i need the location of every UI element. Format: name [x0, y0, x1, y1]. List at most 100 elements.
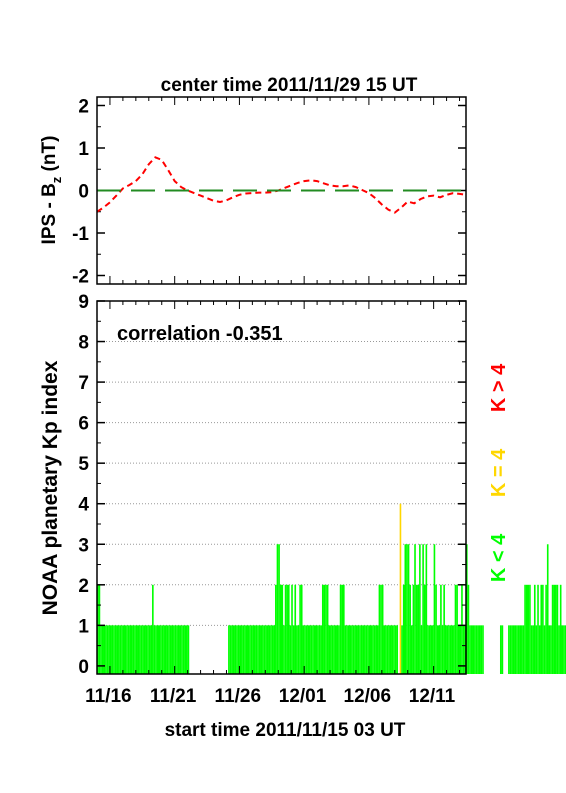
kp-bar	[427, 625, 429, 674]
kp-bar	[533, 584, 536, 674]
kp-bar	[516, 625, 518, 674]
kp-bar	[386, 625, 389, 674]
bottom-grid	[97, 341, 466, 626]
kp-bar	[401, 625, 403, 674]
kp-bar	[299, 584, 301, 674]
kp-bar	[297, 625, 300, 674]
kp-bar	[242, 625, 245, 674]
kp-bar	[341, 584, 343, 674]
kp-bar	[370, 625, 373, 674]
kp-bar	[294, 584, 297, 674]
kp-bar	[127, 625, 130, 674]
kp-bar	[558, 625, 560, 674]
kp-bar	[456, 584, 458, 674]
kp-bar	[372, 625, 374, 674]
kp-bar	[499, 625, 502, 674]
kp-bar	[286, 584, 288, 674]
kp-bar	[512, 625, 515, 674]
kp-bar	[271, 625, 274, 674]
kp-bar	[291, 584, 293, 674]
kp-bar	[517, 625, 520, 674]
kp-bar	[362, 625, 365, 674]
kp-bar	[480, 625, 483, 674]
top-panel: -2 -1 0 1 2 IPS - Bz (nT)	[39, 96, 467, 288]
kp-bar	[320, 625, 322, 674]
kp-bar	[432, 625, 434, 674]
kp-bar	[253, 625, 256, 674]
kp-bar	[275, 584, 277, 674]
kp-bar	[391, 625, 394, 674]
kp-bar	[173, 625, 175, 674]
kp-bar	[537, 584, 539, 674]
kp-bar	[414, 544, 416, 674]
kp-bar	[376, 625, 379, 674]
kp-bar	[148, 625, 151, 674]
kp-bar	[402, 584, 405, 674]
kp-bar	[406, 544, 408, 674]
kp-bar	[304, 625, 306, 674]
kp-bar	[435, 584, 437, 674]
kp-legend: K < 4 K = 4 K > 4	[488, 363, 510, 582]
kp-bar	[153, 625, 156, 674]
kp-bar	[150, 625, 153, 674]
kp-bar	[101, 625, 104, 674]
kp-bar	[449, 625, 452, 674]
top-y-tick-label: 1	[78, 139, 89, 160]
kp-bar	[176, 625, 178, 674]
kp-bar	[305, 625, 308, 674]
kp-bar	[122, 625, 125, 674]
kp-bar	[145, 625, 148, 674]
kp-bar	[508, 625, 510, 674]
kp-bar	[564, 625, 566, 674]
kp-bar	[116, 625, 119, 674]
kp-bar	[130, 625, 133, 674]
kp-bar	[433, 544, 436, 674]
kp-bar	[474, 625, 476, 674]
kp-bar	[334, 625, 337, 674]
kp-bar	[388, 625, 390, 674]
kp-bar	[448, 625, 450, 674]
kp-bar	[229, 625, 232, 674]
top-y-tick-label: 0	[78, 182, 89, 203]
top-y-tick-label: -2	[72, 267, 89, 288]
kp-bar	[260, 625, 263, 674]
kp-bar	[428, 625, 431, 674]
bottom-y-tick-label: 4	[78, 495, 89, 516]
kp-bar	[436, 625, 439, 674]
kp-bar	[419, 544, 421, 674]
bottom-y-tick-label: 8	[78, 333, 89, 354]
kp-bar	[399, 503, 402, 674]
kp-bar	[119, 625, 122, 674]
kp-bar	[129, 625, 131, 674]
kp-bar	[105, 625, 107, 674]
bottom-x-axis-label: start time 2011/11/15 03 UT	[165, 720, 406, 741]
kp-bar	[415, 584, 418, 674]
kp-bar	[440, 584, 442, 674]
top-panel-title: center time 2011/11/29 15 UT	[161, 75, 418, 96]
kp-bar	[514, 625, 517, 674]
kp-bar	[284, 584, 287, 674]
kp-bar	[519, 625, 522, 674]
kp-bar	[522, 625, 525, 674]
kp-bar	[109, 625, 112, 674]
kp-bar	[430, 625, 433, 674]
kp-bar	[425, 544, 428, 674]
kp-bar	[174, 625, 177, 674]
kp-bar	[546, 544, 549, 674]
bottom-x-tick-label: 12/11	[409, 686, 456, 707]
kp-bar	[347, 625, 350, 674]
kp-bar	[532, 625, 534, 674]
top-y-tick-label: 2	[78, 97, 89, 118]
kp-bar	[509, 625, 512, 674]
kp-bar	[543, 625, 546, 674]
kp-bar	[464, 625, 466, 674]
kp-bar	[321, 584, 324, 674]
bottom-panel: 0 1 2 3 4 5 6 7 8 9 11/16 11/21 11/26 12/01 12/06 12/1…	[39, 292, 566, 741]
bottom-x-tick-label: 11/16	[85, 686, 132, 707]
kp-bar	[365, 625, 368, 674]
kp-bar	[540, 584, 543, 674]
kp-bar	[147, 625, 149, 674]
kp-bar	[310, 625, 313, 674]
kp-bar	[181, 625, 183, 674]
bottom-y-axis-label: NOAA planetary Kp index	[39, 360, 62, 615]
